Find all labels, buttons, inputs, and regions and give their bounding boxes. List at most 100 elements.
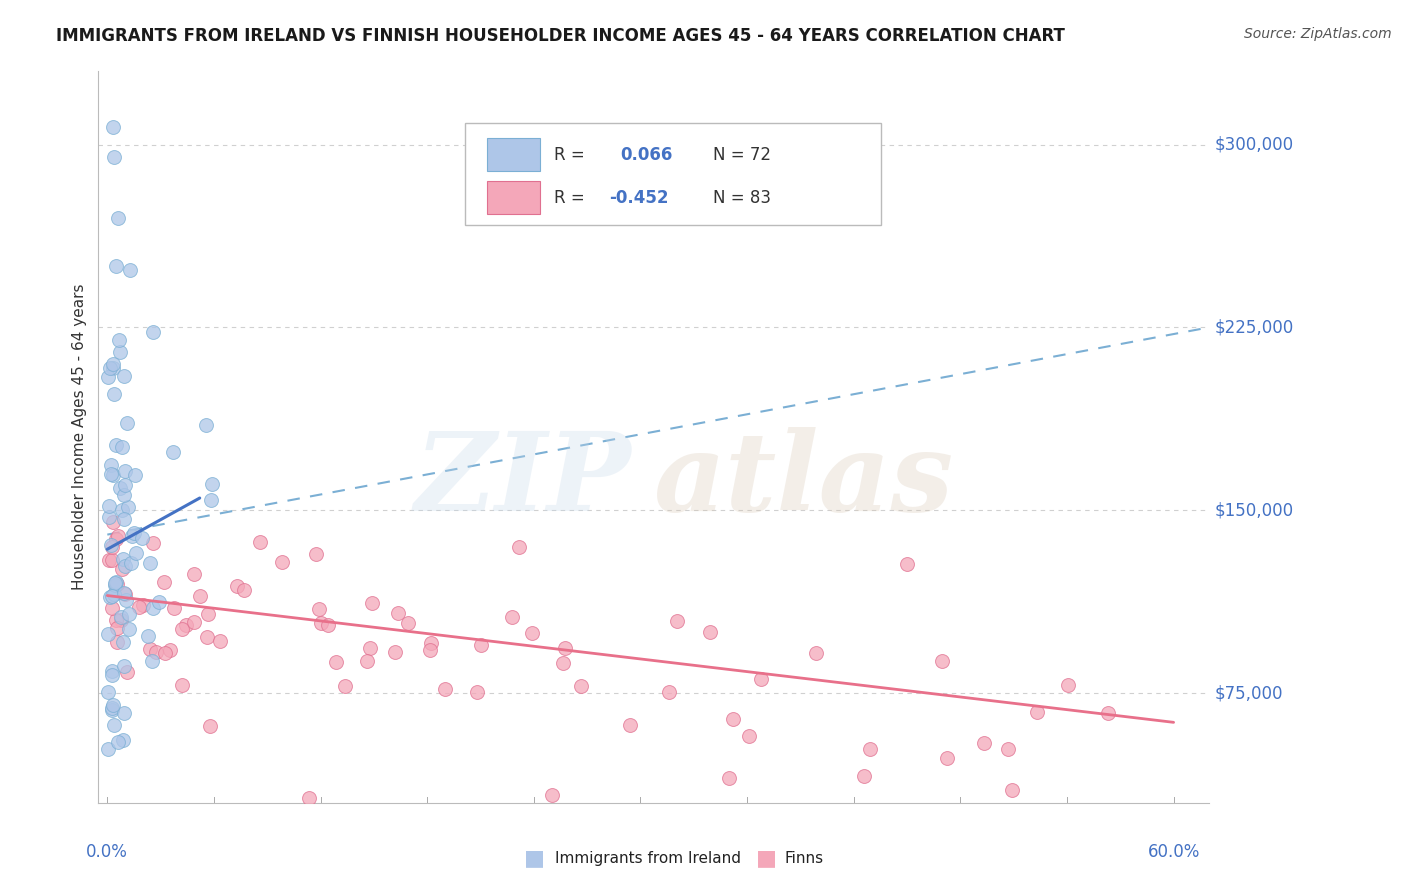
Point (170, 622, 193, 636)
Point (145, 645, 167, 659)
Point (97, 369, 120, 384)
Point (101, 120, 124, 135)
Point (98, 553, 121, 567)
Point (124, 467, 146, 482)
Point (104, 575, 127, 590)
Text: R =: R = (554, 188, 591, 207)
Point (107, 529, 129, 543)
Point (233, 582, 256, 597)
Point (101, 516, 124, 530)
Point (111, 551, 134, 566)
Point (122, 525, 145, 540)
Point (465, 685, 488, 699)
Y-axis label: Householder Income Ages 45 - 64 years: Householder Income Ages 45 - 64 years (72, 284, 87, 591)
Point (718, 772, 741, 786)
Point (98, 590, 121, 604)
Point (112, 488, 135, 502)
Point (100, 703, 122, 717)
Point (551, 656, 574, 670)
Point (316, 617, 339, 632)
Point (1097, 706, 1119, 721)
Point (142, 600, 165, 615)
Point (98, 499, 121, 513)
Text: Source: ZipAtlas.com: Source: ZipAtlas.com (1244, 27, 1392, 41)
Point (115, 593, 138, 607)
Point (139, 641, 162, 656)
Point (111, 733, 134, 747)
Point (121, 529, 143, 543)
Point (111, 440, 134, 454)
Point (114, 587, 136, 601)
Point (105, 260, 128, 274)
Point (101, 600, 124, 615)
Point (110, 562, 132, 576)
Point (419, 642, 441, 657)
Point (97, 685, 120, 699)
Point (105, 576, 128, 591)
Point (804, 646, 827, 660)
Point (153, 646, 176, 660)
Point (305, 548, 328, 562)
Point (98, 361, 121, 376)
Point (308, 601, 330, 615)
Point (148, 595, 170, 609)
Point (111, 502, 134, 516)
Text: 0.066: 0.066 (620, 145, 673, 164)
Point (188, 590, 211, 604)
Point (114, 559, 136, 574)
Point (859, 741, 882, 756)
Point (142, 536, 165, 550)
Text: Immigrants from Ireland: Immigrants from Ireland (555, 851, 741, 865)
Point (112, 586, 135, 600)
Point (359, 640, 381, 655)
Point (554, 641, 576, 656)
Point (107, 211, 129, 225)
Text: $300,000: $300,000 (1215, 136, 1294, 153)
Point (311, 616, 333, 631)
Point (751, 672, 773, 686)
Point (120, 556, 142, 570)
Point (112, 369, 135, 384)
Point (470, 638, 492, 652)
Point (194, 417, 217, 432)
Point (103, 361, 125, 376)
Point (100, 538, 122, 552)
Point (110, 613, 132, 627)
Point (115, 665, 138, 679)
Point (387, 606, 409, 620)
Point (139, 557, 162, 571)
Point (1057, 678, 1080, 692)
Point (108, 344, 131, 359)
Text: N = 72: N = 72 (713, 145, 770, 164)
Bar (488, 181, 540, 214)
Point (101, 698, 124, 713)
Point (100, 701, 122, 715)
Point (117, 500, 139, 514)
Text: Finns: Finns (785, 851, 824, 865)
Point (107, 735, 129, 749)
Point (931, 654, 953, 668)
Point (361, 596, 384, 610)
Point (1001, 783, 1024, 797)
Point (619, 717, 641, 731)
Point (128, 600, 150, 615)
Point (96, 742, 118, 756)
Point (333, 679, 356, 693)
Point (141, 654, 163, 668)
Point (197, 607, 219, 621)
Text: ZIP: ZIP (415, 427, 631, 534)
Bar (488, 138, 540, 171)
Point (103, 587, 125, 601)
Point (136, 629, 159, 643)
Point (520, 626, 543, 640)
Point (699, 625, 721, 640)
Point (152, 575, 174, 590)
Point (103, 357, 125, 371)
Point (111, 635, 134, 649)
Point (97, 626, 120, 640)
Point (433, 681, 456, 696)
Point (112, 512, 135, 526)
Point (665, 615, 688, 629)
Point (105, 621, 128, 635)
Point (419, 636, 441, 650)
